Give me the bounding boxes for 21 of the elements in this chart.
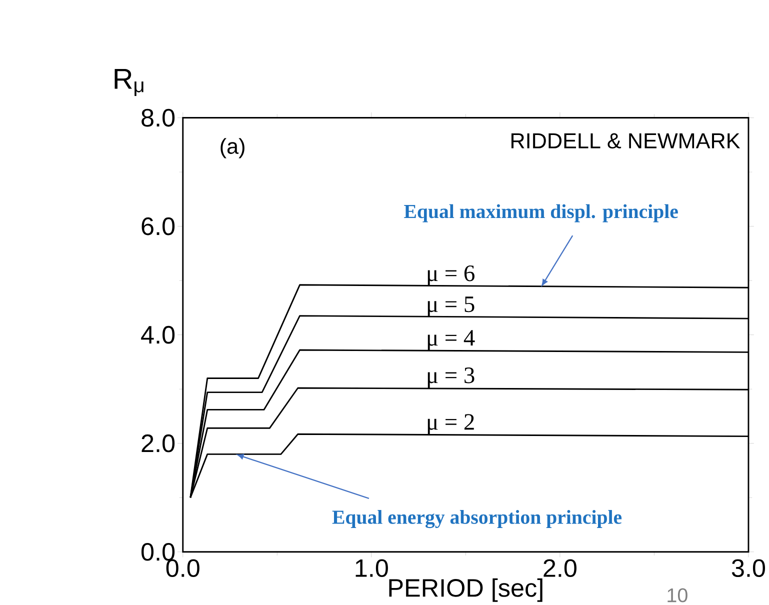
series-label: μ = 2	[428, 414, 474, 435]
series-label: μ = 3	[428, 368, 474, 388]
x-tick-label: 1.0	[356, 559, 388, 578]
x-axis-title: PERIOD [sec]	[389, 578, 542, 602]
y-tick-label: 4.0	[141, 326, 175, 344]
y-tick-label: 8.0	[142, 108, 175, 127]
x-tick-label: 3.0	[732, 559, 766, 578]
text: 10	[668, 588, 688, 602]
y-tick-label: 2.0	[142, 434, 175, 452]
series-label: μ = 4	[428, 330, 475, 351]
series-label: μ = 6	[428, 266, 474, 286]
y-tick-label: 0.0	[141, 543, 175, 561]
y-tick-label: 6.0	[142, 217, 175, 236]
x-tick-label: 2.0	[544, 559, 576, 578]
y-axis-title: R$_{μ}$	[114, 69, 144, 96]
annotation: RIDDELL & NEWMARK	[511, 133, 740, 149]
annotation: Equal maximum displ. principle	[404, 204, 678, 222]
x-tick-label: 0.0	[166, 559, 200, 578]
annotation: (a)	[220, 138, 244, 158]
series-label: μ = 5	[428, 296, 474, 317]
annotation: Equal energy absorption principle	[332, 510, 622, 528]
